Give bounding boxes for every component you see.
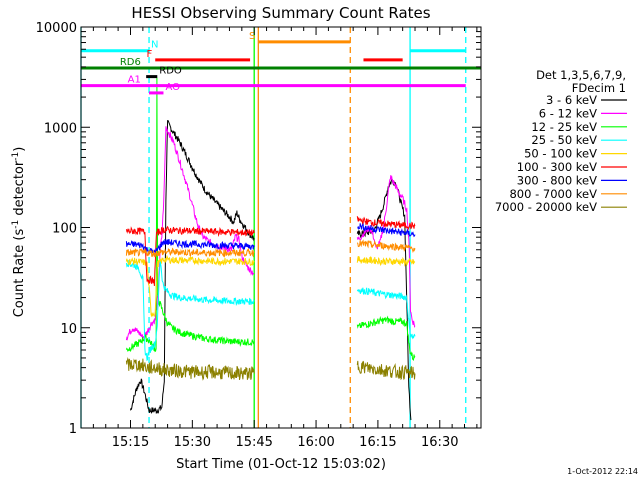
flag-label-rd6: RD6 — [120, 57, 141, 68]
series-line-5-part-1 — [125, 254, 255, 318]
legend-label-4: 25 - 50 keV — [531, 133, 597, 147]
legend-label-9: 7000 - 20000 keV — [495, 200, 597, 214]
series-line-7-part-2 — [357, 223, 416, 238]
y-tick-label-5: 10000 — [36, 21, 77, 36]
legend-label-7: 300 - 800 keV — [517, 173, 597, 187]
series-line-8-part-2 — [356, 239, 416, 253]
y-axis-label-main: Count Rate (s — [12, 229, 27, 318]
flag-label-a1: A1 — [128, 75, 141, 86]
series-line-3-part-1 — [125, 77, 255, 353]
timestamp-label: 1-Oct-2012 22:14 — [567, 467, 638, 476]
legend-label-8: 800 - 7000 keV — [509, 187, 597, 201]
chart-title: HESSI Observing Summary Count Rates — [131, 4, 430, 22]
legend-label-1: 3 - 6 keV — [546, 93, 597, 107]
series-line-4-part-2 — [356, 287, 416, 340]
legend-label-5: 50 - 100 keV — [524, 147, 597, 161]
legend-label-3: 12 - 25 keV — [531, 120, 597, 134]
y-axis-label: Count Rate (s-1 detector-1) — [11, 147, 27, 318]
x-tick-label-1: 15:15 — [112, 435, 149, 450]
y-axis-label-end: ) — [12, 147, 27, 152]
x-tick-label-2: 15:30 — [174, 435, 211, 450]
series-line-1-part-2 — [356, 178, 412, 421]
flag-label-f: F — [146, 49, 152, 60]
series-line-7-part-1 — [125, 239, 255, 256]
x-tick-label-5: 16:15 — [359, 435, 396, 450]
flag-label-rdo: RDO — [159, 66, 182, 77]
x-tick-label-4: 16:00 — [297, 435, 334, 450]
series-line-4-part-1 — [125, 258, 255, 362]
legend-title-line-2: FDecim 1 — [572, 81, 626, 95]
series-line-2-part-2 — [356, 175, 416, 329]
legend-label-6: 100 - 300 keV — [517, 160, 597, 174]
series-line-5-part-2 — [356, 255, 416, 267]
series-line-6-part-2 — [356, 216, 416, 231]
flag-label-n: N — [151, 40, 158, 51]
flag-label-ao: AO — [165, 82, 180, 93]
y-tick-label-4: 1000 — [44, 121, 77, 136]
y-axis-label-sup1: -1 — [11, 220, 21, 229]
legend-label-2: 6 - 12 keV — [539, 106, 597, 120]
series-line-9-part-2 — [356, 360, 416, 381]
legend-title-line-1: Det 1,3,5,6,7,9, — [536, 68, 626, 82]
x-tick-label-6: 16:30 — [421, 435, 458, 450]
flag-label-s: S — [249, 31, 255, 42]
plot-area: N S F RD6 RDO A1 AO 15:15 15:30 15:45 16:00 16:15 16… — [36, 21, 482, 450]
series-line-6-part-1 — [125, 225, 255, 287]
x-axis-label: Start Time (01-Oct-12 15:03:02) — [176, 457, 386, 472]
x-tick-label-3: 15:45 — [235, 435, 272, 450]
y-tick-label-3: 100 — [52, 222, 77, 237]
series-line-9-part-1 — [125, 357, 255, 381]
series-line-3-part-2 — [356, 315, 416, 361]
series-line-8-part-1 — [125, 247, 255, 258]
y-axis-label-sup2: -1 — [11, 152, 21, 161]
y-tick-label-2: 10 — [60, 322, 77, 337]
y-axis-label-mid: detector — [12, 160, 27, 220]
y-tick-label-1: 1 — [69, 422, 77, 437]
series-line-1-part-1 — [130, 120, 255, 415]
